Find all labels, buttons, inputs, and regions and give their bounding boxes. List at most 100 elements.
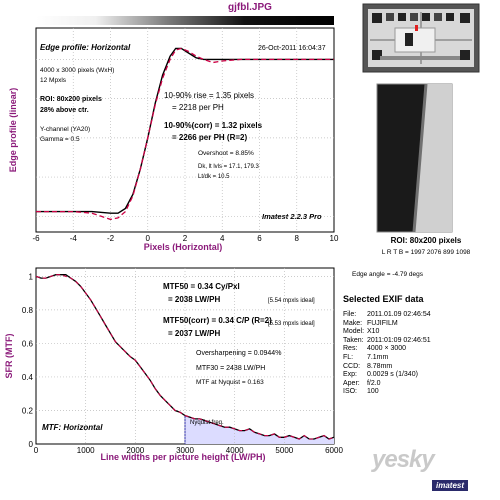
mtf-xtick-label: 4000 <box>226 446 244 455</box>
mtf-corrected-line <box>35 274 335 440</box>
exif-row: ISO: 100 <box>343 388 431 397</box>
exif-value: 2011:01:09 02:46:51 <box>365 336 431 344</box>
edge-profile-xlabel: Pixels (Horizontal) <box>144 242 223 252</box>
mtf50-corr-ideal: [5.53 mpxls ideal] <box>268 321 315 327</box>
exif-key: Taken: <box>343 336 364 344</box>
info-position: 28% above ctr. <box>40 107 89 114</box>
exif-value: 4000 × 3000 <box>365 345 407 353</box>
exif-value: 7.1mm <box>365 353 389 361</box>
info-resolution: 4000 x 3000 pixels (WxH) <box>40 67 114 74</box>
exif-row: Model: X10 <box>343 328 431 337</box>
exif-value: FUJIFILM <box>365 319 398 327</box>
mtf-ytick-label: 0.4 <box>22 373 34 382</box>
edge-profile-xtick-label: -4 <box>70 234 78 243</box>
nyquist-label: Nyquist freq. <box>190 420 224 426</box>
mtf-ytick-label: 0 <box>29 440 34 449</box>
exif-row: FL: 7.1mm <box>343 354 431 363</box>
exif-key: Res: <box>343 345 358 353</box>
mtf-xtick-label: 5000 <box>275 446 293 455</box>
edge-profile-xtick-label: -2 <box>107 234 115 243</box>
exif-value: X10 <box>365 328 380 336</box>
info-channel: Y-channel (YA20) <box>40 126 90 133</box>
exif-value: 0.0029 s (1/340) <box>365 371 418 379</box>
file-title: gjfbl.JPG <box>228 2 272 13</box>
info-gamma: Gamma = 0.5 <box>40 136 80 143</box>
edge-profile-chart: -6 -4 -2 0 2 4 6 8 10 Edge profile: Horizontal 2… <box>8 27 339 252</box>
exif-row: Aper: f/2.0 <box>343 380 431 389</box>
watermark-logo: yesky <box>372 446 435 473</box>
mtf30-text: MTF30 = 2438 LW/PH <box>196 365 265 372</box>
exif-key: Aper: <box>343 379 360 387</box>
edge-profile-xtick-label: 10 <box>330 234 339 243</box>
exif-value: 2011.01.09 02:46:54 <box>365 311 431 318</box>
exif-row: Res: 4000 × 3000 <box>343 345 431 354</box>
exif-value: 8.78mm <box>365 362 393 370</box>
exif-key: Model: <box>343 328 365 336</box>
mtf50-ideal: [5.54 mpxls ideal] <box>268 298 315 304</box>
imatest-logo: imatest <box>432 480 469 491</box>
rise-line-2: = 2218 per PH <box>172 103 224 112</box>
edge-profile-xtick-label: -6 <box>32 234 40 243</box>
mtf-ytick-label: 1 <box>29 272 34 281</box>
edge-profile-lines <box>36 47 334 221</box>
info-megapixels: 12 Mpxls <box>40 77 67 84</box>
exif-key: ISO: <box>343 388 358 396</box>
test-chart-thumbnail <box>362 3 480 73</box>
dk-lt-levels: Dk, lt lvls = 17.1, 179.3 <box>198 164 260 170</box>
exif-key: File: <box>343 311 357 318</box>
mtf50-corr-line-2: = 2037 LW/PH <box>168 329 220 338</box>
mtf-ytick-label: 0.8 <box>22 306 34 315</box>
edge-profile-xtick-label: 2 <box>183 234 188 243</box>
nyquist-region <box>185 415 334 444</box>
corr-line-1: 10-90%(corr) = 1.32 pixels <box>164 121 263 130</box>
mtf-ytick-label: 0.2 <box>22 406 34 415</box>
mtf-grid <box>36 268 334 444</box>
mtf-title: MTF: Horizontal <box>42 423 103 432</box>
exif-row: Make: FUJIFILM <box>343 320 431 329</box>
corr-line-2: = 2266 per PH (R=2) <box>172 133 247 142</box>
mtf-xtick-label: 0 <box>34 446 39 455</box>
timestamp: 26-Oct-2011 16:04:37 <box>258 45 326 52</box>
roi-lrtb: L R T B = 1997 2076 899 1098 <box>382 249 471 256</box>
mtf-xtick-label: 6000 <box>325 446 343 455</box>
exif-row: CCD: 8.78mm <box>343 363 431 372</box>
exif-key: Exp: <box>343 371 358 379</box>
mtf-lines <box>35 274 335 440</box>
edge-profile-xtick-label: 6 <box>257 234 262 243</box>
mtf-xlabel: Line widths per picture height (LW/PH) <box>100 452 265 462</box>
lt-dk-ratio: Lt/dk = 10.5 <box>198 174 230 180</box>
mtf-xtick-label: 1000 <box>77 446 95 455</box>
edge-profile-title: Edge profile: Horizontal <box>40 43 131 52</box>
mtf50-line-1: MTF50 = 0.34 Cy/Pxl <box>163 282 240 291</box>
roi-image <box>376 83 453 233</box>
info-roi: ROI: 80x200 pixels <box>40 96 102 103</box>
mtf-ticks: 0 1000 2000 3000 4000 5000 6000 0 0.2 0.4 0.6 0.8 1 <box>22 272 344 455</box>
exif-key: FL: <box>343 353 354 361</box>
exif-title: Selected EXIF data <box>343 294 425 304</box>
edge-profile-xtick-label: 0 <box>146 234 151 243</box>
mtf-nyquist-text: MTF at Nyquist = 0.163 <box>196 379 264 386</box>
overshoot-text: Overshoot = 8.85% <box>198 150 254 157</box>
exif-key: Make: <box>343 319 363 327</box>
exif-value: 100 <box>365 388 379 396</box>
edge-angle: Edge angle = -4.79 degs <box>352 271 424 278</box>
exif-key: CCD: <box>343 362 361 370</box>
rise-line-1: 10-90% rise = 1.35 pixels <box>164 91 254 100</box>
imatest-version: Imatest 2.2.3 Pro <box>262 212 322 221</box>
edge-profile-xtick-label: 4 <box>220 234 225 243</box>
mtf-xtick-label: 3000 <box>176 446 194 455</box>
exif-row: Exp: 0.0029 s (1/340) <box>343 371 431 380</box>
mtf-xtick-label: 2000 <box>126 446 144 455</box>
edge-gradient-strip <box>36 16 334 25</box>
mtf-ylabel: SFR (MTF) <box>4 334 14 379</box>
exif-row: File: 2011.01.09 02:46:54 <box>343 311 431 320</box>
edge-profile-xtick-label: 8 <box>295 234 300 243</box>
mtf-ytick-label: 0.6 <box>22 339 34 348</box>
mtf50-line-2: = 2038 LW/PH <box>168 295 220 304</box>
edge-profile-corrected-line <box>36 47 334 221</box>
edge-profile-ticks: -6 -4 -2 0 2 4 6 8 10 <box>32 234 339 243</box>
mtf-chart: 0 1000 2000 3000 4000 5000 600000.20.40.60.81 … <box>4 267 344 462</box>
exif-row: Taken: 2011:01:09 02:46:51 <box>343 337 431 346</box>
edge-profile-ylabel: Edge profile (linear) <box>8 88 18 173</box>
